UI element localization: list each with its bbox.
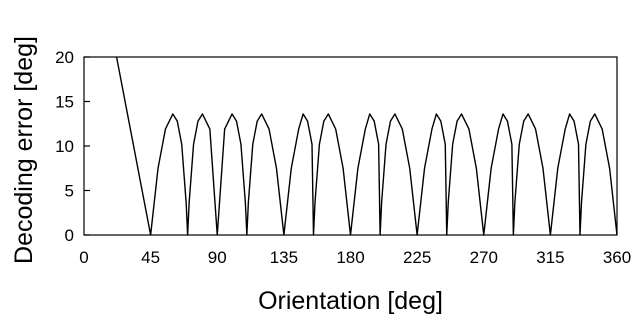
x-tick-label: 315 [536,248,564,267]
x-axis-ticks: 0 45 90 135 180 225 270 315 360 [79,248,631,267]
x-tick-label: 225 [403,248,431,267]
x-tick-label: 45 [141,248,160,267]
x-tick-label: 360 [603,248,631,267]
x-tick-label: 90 [208,248,227,267]
y-tick-label: 15 [55,93,74,112]
y-tick-label: 0 [65,226,74,245]
y-tick-label: 20 [55,48,74,67]
plot-frame [83,56,618,236]
y-axis-ticks: 0 5 10 15 20 [55,48,90,245]
series-line-decoding-error [115,56,618,236]
x-axis-label: Orientation [deg] [258,287,443,315]
y-tick-label: 10 [55,137,74,156]
x-tick-label: 135 [270,248,298,267]
x-tick-label: 270 [470,248,498,267]
x-tick-label: 180 [336,248,364,267]
x-tick-label: 0 [79,248,88,267]
y-axis-label: Decoding error [deg] [10,36,38,264]
y-tick-label: 5 [65,182,74,201]
